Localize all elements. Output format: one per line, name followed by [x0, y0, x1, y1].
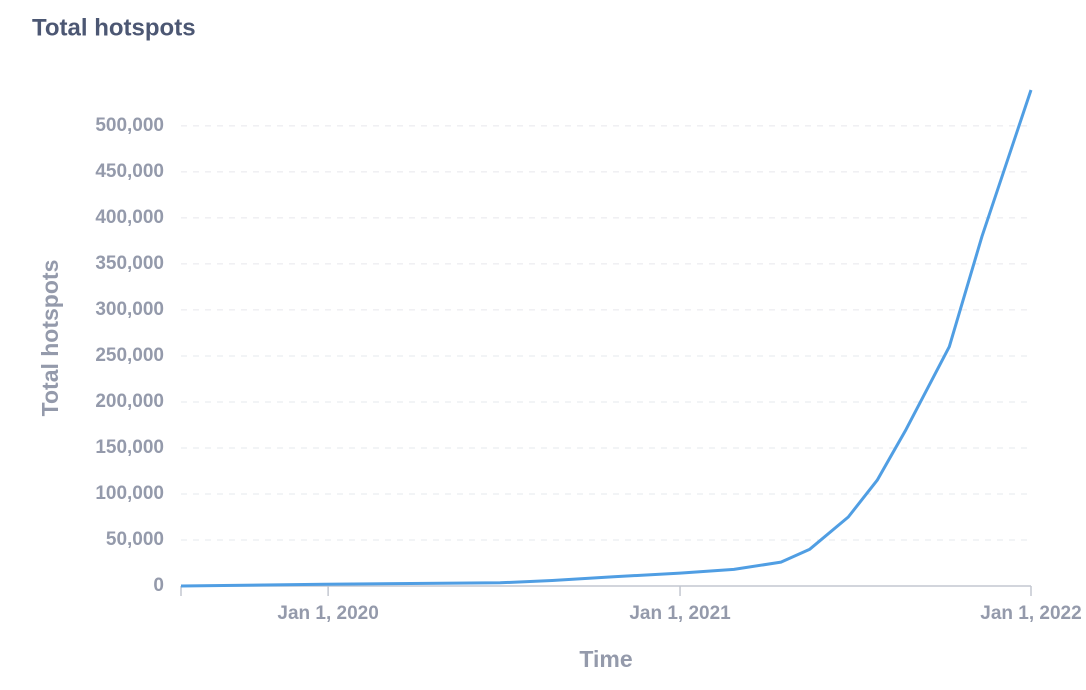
y-tick-label: 450,000: [95, 161, 164, 182]
y-tick-label: 150,000: [95, 437, 164, 458]
x-tick-label: Jan 1, 2022: [980, 603, 1081, 624]
x-axis-title: Time: [579, 646, 632, 672]
y-tick-label: 400,000: [95, 207, 164, 228]
chart-title: Total hotspots: [32, 14, 196, 41]
y-tick-label: 0: [153, 575, 164, 596]
x-tick-label: Jan 1, 2021: [629, 603, 731, 624]
y-tick-label: 250,000: [95, 345, 164, 366]
x-tick-label: Jan 1, 2020: [277, 603, 378, 624]
y-tick-label: 300,000: [95, 299, 164, 320]
y-tick-label: 100,000: [95, 483, 164, 504]
y-axis-title: Total hotspots: [37, 260, 63, 417]
y-tick-label: 200,000: [95, 391, 164, 412]
y-tick-label: 500,000: [95, 115, 164, 136]
line: [180, 89, 1033, 588]
y-tick-label: 350,000: [95, 253, 164, 274]
y-tick-label: 50,000: [106, 529, 164, 550]
